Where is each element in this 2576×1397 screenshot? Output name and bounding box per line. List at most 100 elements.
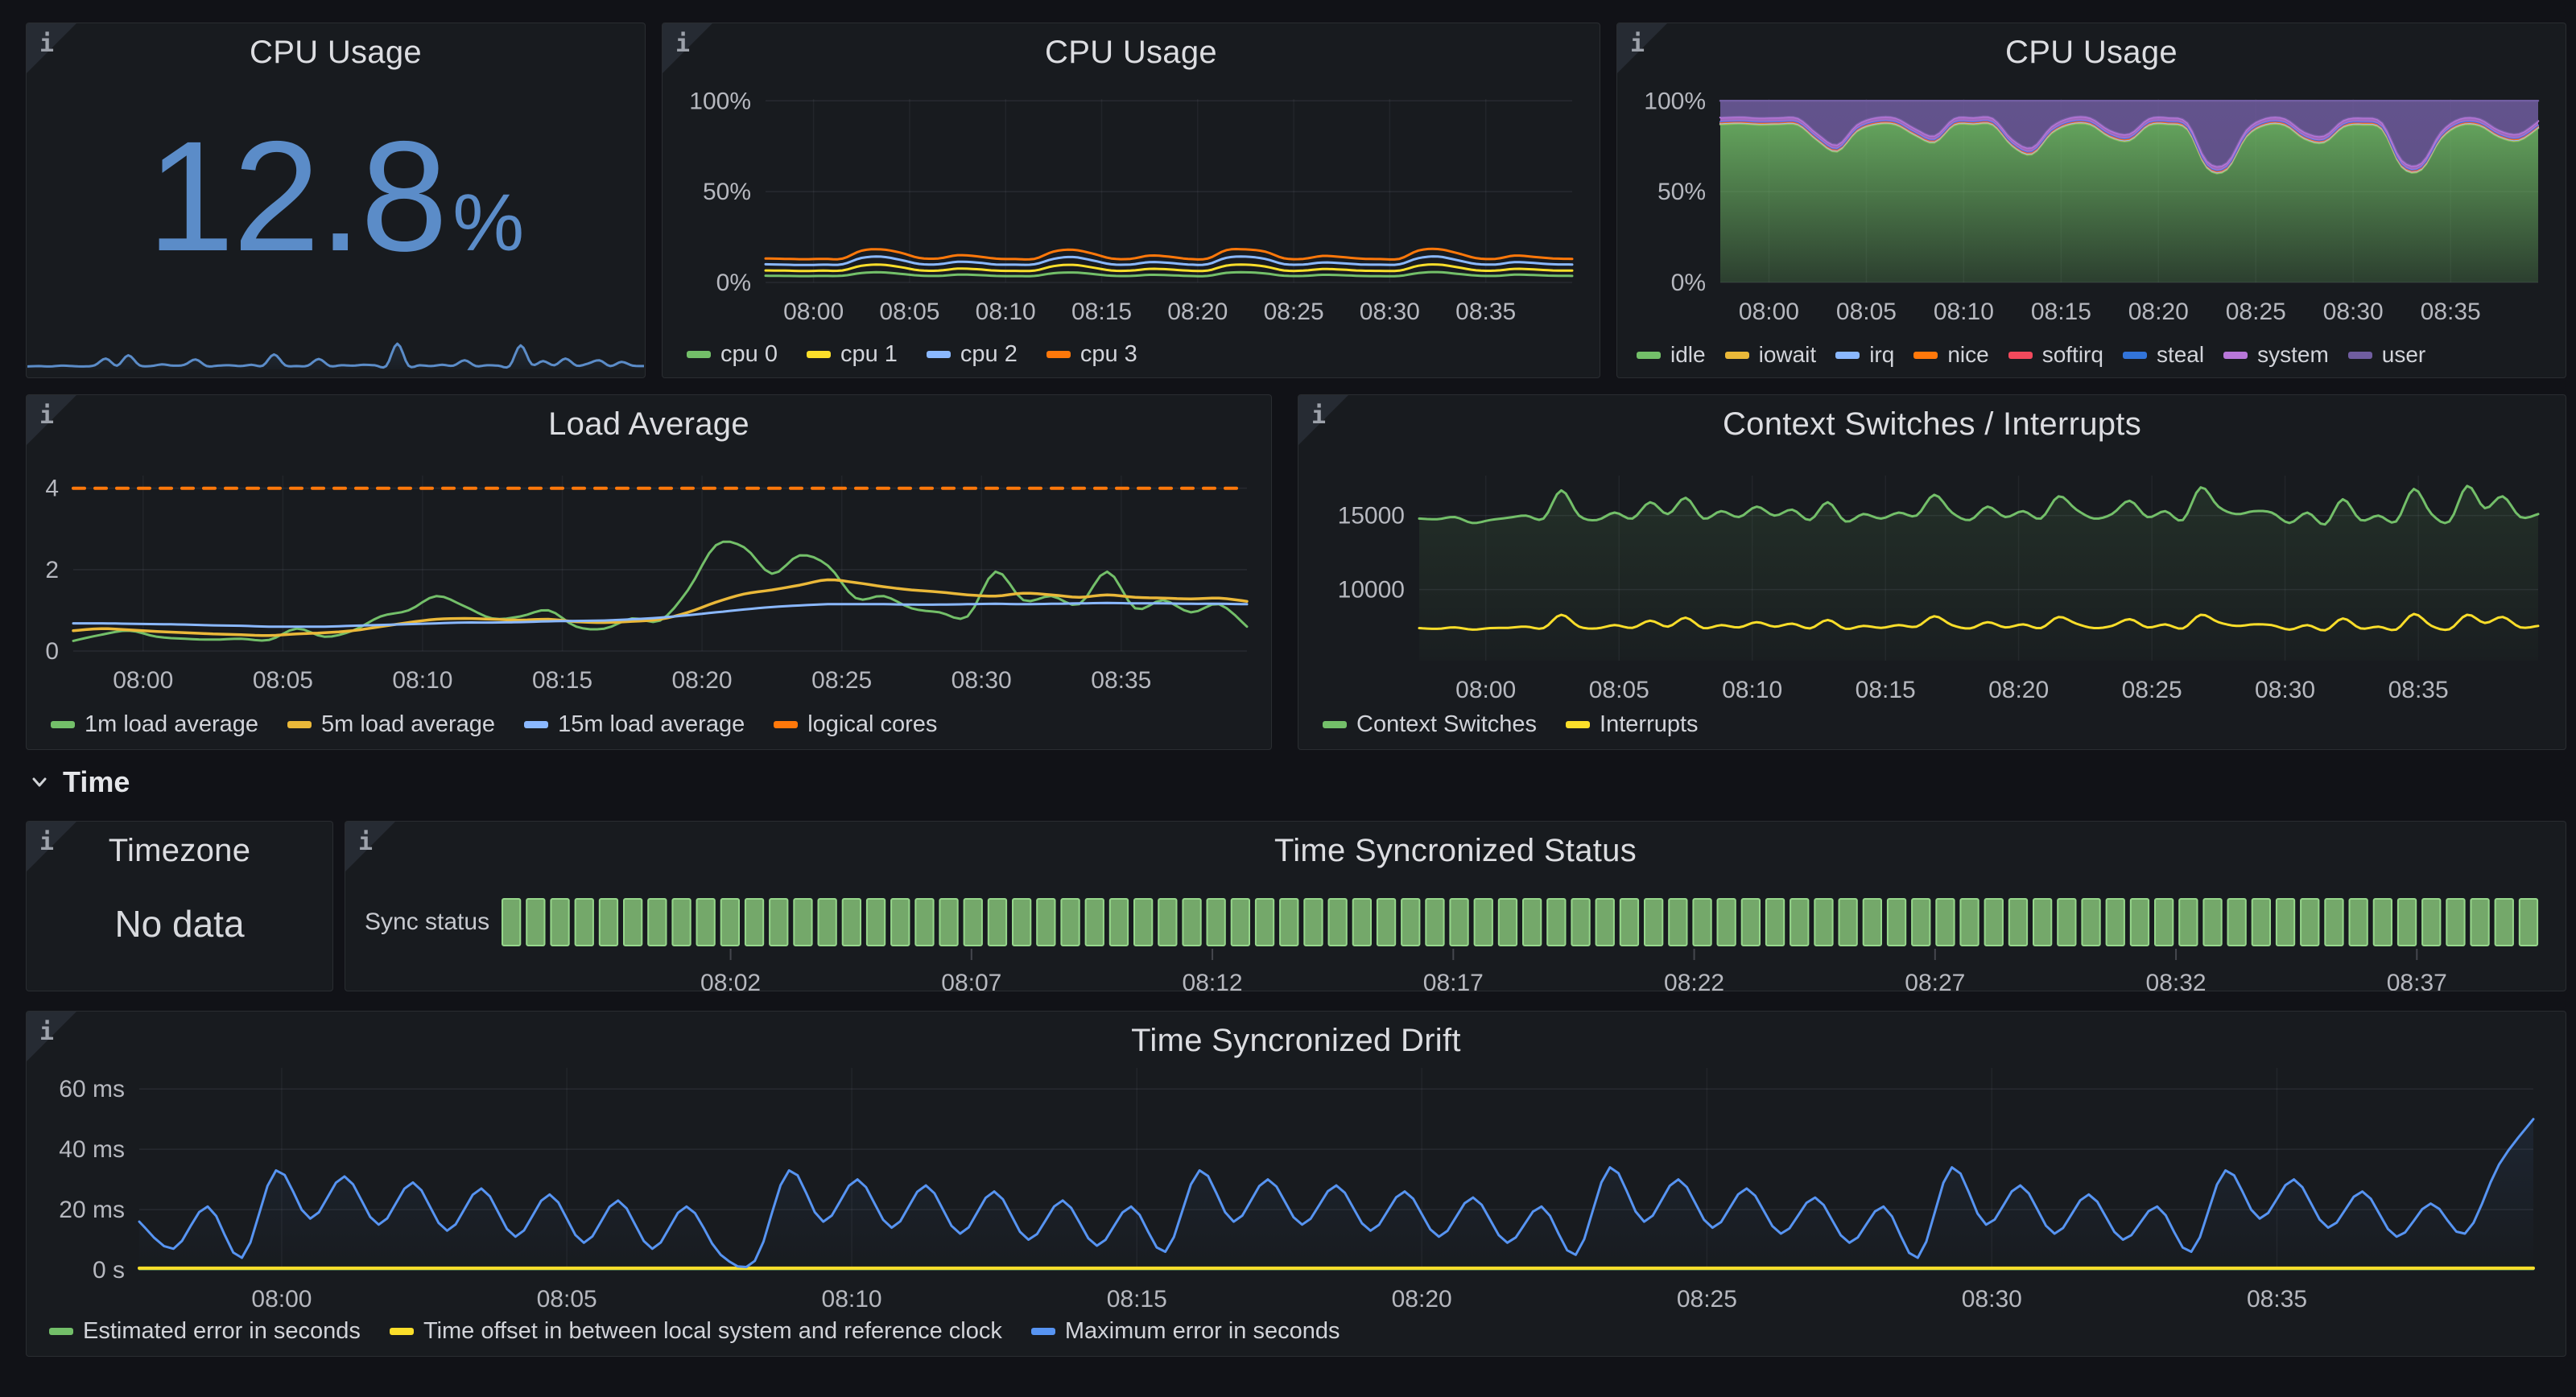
panel-title[interactable]: CPU Usage — [250, 35, 422, 70]
svg-text:08:00: 08:00 — [1739, 299, 1799, 325]
svg-text:08:00: 08:00 — [1455, 677, 1516, 703]
svg-text:08:10: 08:10 — [1934, 299, 1994, 325]
panel-sync-status: i Time Syncronized Status Sync status 08… — [345, 821, 2566, 991]
panel-title[interactable]: Time Syncronized Status — [1274, 833, 1637, 868]
legend-item-idle[interactable]: idle — [1637, 342, 1706, 368]
svg-text:40 ms: 40 ms — [59, 1136, 125, 1163]
legend-item-user[interactable]: user — [2347, 342, 2426, 368]
svg-text:2: 2 — [45, 557, 59, 583]
legend-item-softirq[interactable]: softirq — [2008, 342, 2103, 368]
info-icon[interactable]: i — [675, 30, 691, 58]
svg-text:08:15: 08:15 — [1107, 1286, 1167, 1313]
legend-swatch — [51, 721, 75, 728]
info-icon[interactable]: i — [39, 402, 55, 430]
legend-swatch — [389, 1328, 414, 1335]
panel-load-average: i Load Average 08:00 08:05 08:10 08:15 08:20… — [26, 394, 1272, 750]
legend-item-maximum-error-in-seconds[interactable]: Maximum error in seconds — [1030, 1318, 1340, 1345]
svg-text:08:15: 08:15 — [1071, 299, 1132, 325]
legend-item-cpu-3[interactable]: cpu 3 — [1046, 341, 1137, 368]
svg-text:08:25: 08:25 — [1264, 299, 1324, 325]
svg-text:08:20: 08:20 — [1392, 1286, 1452, 1313]
legend-swatch — [1637, 351, 1661, 359]
info-icon[interactable]: i — [358, 828, 374, 856]
legend-item-steal[interactable]: steal — [2122, 342, 2205, 368]
legend-swatch — [774, 721, 799, 728]
info-icon[interactable]: i — [1311, 402, 1327, 430]
panel-title[interactable]: Context Switches / Interrupts — [1722, 406, 2142, 442]
svg-text:08:32: 08:32 — [2146, 970, 2207, 991]
legend-label: system — [2257, 342, 2329, 367]
legend-swatch — [2122, 351, 2147, 359]
context-switches-chart[interactable]: 08:00 08:05 08:10 08:15 08:20 08:25 08:30 08:35… — [1298, 451, 2566, 749]
legend-label: cpu 2 — [960, 341, 1018, 367]
svg-text:08:30: 08:30 — [2255, 677, 2315, 703]
legend-item-cpu-1[interactable]: cpu 1 — [806, 341, 898, 368]
legend-label: 5m load average — [321, 711, 496, 737]
panel-info-corner — [27, 395, 76, 445]
svg-text:08:02: 08:02 — [700, 970, 761, 991]
legend-swatch — [806, 351, 831, 358]
legend-item-nice[interactable]: nice — [1913, 342, 1989, 368]
info-icon[interactable]: i — [39, 1018, 55, 1046]
legend-item-1m-load-average[interactable]: 1m load average — [51, 711, 258, 738]
info-icon[interactable]: i — [39, 828, 55, 856]
time-drift-legend: Estimated error in seconds Time offset in… — [49, 1318, 1340, 1345]
load-average-legend: 1m load average 5m load average 15m load a… — [51, 711, 937, 738]
panel-title[interactable]: Load Average — [548, 406, 749, 442]
stat-sparkline — [27, 319, 645, 376]
legend-item-irq[interactable]: irq — [1835, 342, 1894, 368]
info-icon[interactable]: i — [1630, 30, 1645, 58]
time-drift-chart[interactable]: 08:00 08:05 08:10 08:15 08:20 08:25 08:30 08:35… — [27, 1060, 2566, 1356]
panel-title[interactable]: Timezone — [108, 833, 251, 868]
svg-text:08:15: 08:15 — [1856, 677, 1916, 703]
legend-swatch — [287, 721, 312, 728]
svg-text:08:20: 08:20 — [1988, 677, 2049, 703]
svg-text:08:37: 08:37 — [2387, 970, 2447, 991]
panel-title[interactable]: CPU Usage — [1045, 35, 1217, 70]
svg-text:60 ms: 60 ms — [59, 1076, 125, 1102]
legend-label: Context Switches — [1356, 711, 1538, 737]
stat-unit: % — [452, 177, 525, 268]
legend-item-time-offset-in-between-local-system-and-reference-clock[interactable]: Time offset in between local system and … — [389, 1318, 1002, 1345]
legend-item-interrupts[interactable]: Interrupts — [1566, 711, 1699, 738]
svg-text:08:30: 08:30 — [2323, 299, 2384, 325]
legend-item-5m-load-average[interactable]: 5m load average — [287, 711, 495, 738]
svg-text:08:10: 08:10 — [976, 299, 1036, 325]
legend-label: user — [2381, 342, 2426, 367]
svg-text:08:30: 08:30 — [1360, 299, 1420, 325]
sync-status-row-label: Sync status — [365, 909, 490, 935]
cpu-per-core-chart[interactable]: 08:00 08:05 08:10 08:15 08:20 08:25 08:30 08:35… — [663, 80, 1600, 377]
svg-text:4: 4 — [45, 476, 59, 502]
panel-title[interactable]: CPU Usage — [2005, 35, 2178, 70]
legend-item-estimated-error-in-seconds[interactable]: Estimated error in seconds — [49, 1318, 361, 1345]
legend-label: Maximum error in seconds — [1064, 1318, 1340, 1344]
legend-item-cpu-2[interactable]: cpu 2 — [926, 341, 1018, 368]
legend-item-context-switches[interactable]: Context Switches — [1323, 711, 1537, 738]
no-data-message: No data — [114, 903, 245, 945]
info-icon[interactable]: i — [39, 30, 55, 58]
sync-status-timeline[interactable]: 08:02 08:07 08:12 08:17 08:22 08:27 08:32 08:37 — [345, 822, 2566, 991]
svg-text:08:30: 08:30 — [1962, 1286, 2022, 1313]
legend-item-15m-load-average[interactable]: 15m load average — [524, 711, 745, 738]
legend-item-system[interactable]: system — [2223, 342, 2329, 368]
svg-text:08:12: 08:12 — [1183, 970, 1243, 991]
legend-label: 15m load average — [558, 711, 745, 737]
section-row-time[interactable]: Time — [29, 764, 130, 800]
legend-swatch — [1913, 351, 1938, 359]
cpu-modes-chart[interactable]: 08:00 08:05 08:10 08:15 08:20 08:25 08:30 08:35… — [1617, 80, 2566, 377]
load-average-chart[interactable]: 08:00 08:05 08:10 08:15 08:20 08:25 08:30 08:35… — [27, 451, 1271, 749]
panel-time-drift: i Time Syncronized Drift 08:00 08:05 08:10… — [26, 1011, 2566, 1357]
legend-label: idle — [1670, 342, 1706, 367]
legend-swatch — [1323, 721, 1347, 728]
svg-text:08:20: 08:20 — [672, 667, 733, 694]
panel-cpu-usage-modes: i CPU Usage 08:00 08:05 08:10 08:15 08:20 08:… — [1616, 23, 2566, 378]
legend-swatch — [1030, 1328, 1055, 1335]
legend-item-logical-cores[interactable]: logical cores — [774, 711, 937, 738]
legend-item-cpu-0[interactable]: cpu 0 — [687, 341, 778, 368]
svg-text:08:05: 08:05 — [879, 299, 939, 325]
legend-label: steal — [2156, 342, 2205, 367]
stat-value-wrap: 12.8 % — [27, 96, 645, 297]
svg-text:08:00: 08:00 — [251, 1286, 312, 1313]
legend-item-iowait[interactable]: iowait — [1724, 342, 1816, 368]
panel-title[interactable]: Time Syncronized Drift — [1131, 1023, 1461, 1058]
